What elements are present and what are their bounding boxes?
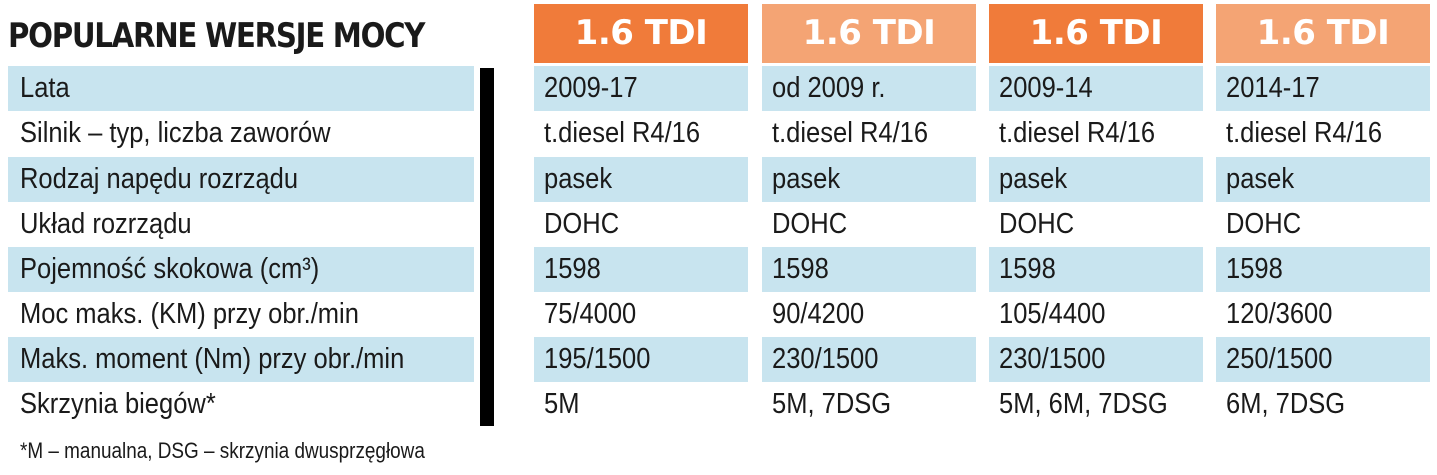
- table-row: Lata 2009-17 od 2009 r. 2009-14 2014-17: [0, 66, 1437, 111]
- row-label: Silnik – typ, liczba zaworów: [20, 117, 331, 149]
- table-cell: 250/1500: [1226, 343, 1333, 375]
- table-cell: 230/1500: [772, 343, 879, 375]
- table-cell: 6M, 7DSG: [1226, 388, 1346, 420]
- table-row: Maks. moment (Nm) przy obr./min 195/1500…: [0, 337, 1437, 382]
- table-cell: t.diesel R4/16: [1226, 117, 1383, 149]
- table-cell: 1598: [544, 253, 601, 285]
- row-label: Układ rozrządu: [20, 208, 192, 240]
- table-cell: pasek: [544, 163, 613, 195]
- table-cell: 230/1500: [999, 343, 1106, 375]
- table-cell: DOHC: [772, 208, 848, 240]
- table-cell: 90/4200: [772, 298, 865, 330]
- table-cell: od 2009 r.: [772, 72, 886, 104]
- row-label: Moc maks. (KM) przy obr./min: [20, 298, 359, 330]
- table-cell: 105/4400: [999, 298, 1106, 330]
- table-cell: 2009-17: [544, 72, 638, 104]
- table-cell: pasek: [1226, 163, 1295, 195]
- table-cell: pasek: [772, 163, 841, 195]
- column-header: 1.6 TDI: [1216, 4, 1430, 63]
- table-cell: pasek: [999, 163, 1068, 195]
- table-cell: t.diesel R4/16: [999, 117, 1156, 149]
- column-header: 1.6 TDI: [989, 4, 1203, 63]
- table-cell: 75/4000: [544, 298, 637, 330]
- table-row: Moc maks. (KM) przy obr./min 75/4000 90/…: [0, 292, 1437, 337]
- table-row: Skrzynia biegów* 5M 5M, 7DSG 5M, 6M, 7DS…: [0, 382, 1437, 427]
- table-row: Pojemność skokowa (cm³) 1598 1598 1598 1…: [0, 247, 1437, 292]
- table-cell: t.diesel R4/16: [772, 117, 929, 149]
- row-label: Skrzynia biegów*: [20, 388, 216, 420]
- row-label: Rodzaj napędu rozrządu: [20, 163, 299, 195]
- column-divider: [480, 68, 494, 426]
- table-cell: DOHC: [999, 208, 1075, 240]
- table-cell: DOHC: [544, 208, 620, 240]
- table-cell: 1598: [772, 253, 829, 285]
- table-row: Silnik – typ, liczba zaworów t.diesel R4…: [0, 111, 1437, 156]
- table-cell: t.diesel R4/16: [544, 117, 701, 149]
- table-cell: 2014-17: [1226, 72, 1320, 104]
- table-row: Układ rozrządu DOHC DOHC DOHC DOHC: [0, 202, 1437, 247]
- table-title: POPULARNE WERSJE MOCY: [8, 16, 425, 56]
- table-cell: 5M, 7DSG: [772, 388, 892, 420]
- table-cell: 1598: [999, 253, 1056, 285]
- column-header: 1.6 TDI: [534, 4, 748, 63]
- row-label: Pojemność skokowa (cm³): [20, 253, 320, 285]
- row-label: Maks. moment (Nm) przy obr./min: [20, 343, 405, 375]
- footnote: *M – manualna, DSG – skrzynia dwusprzęgł…: [20, 438, 425, 463]
- table-cell: 5M, 6M, 7DSG: [999, 388, 1168, 420]
- table-cell: 1598: [1226, 253, 1283, 285]
- table-cell: 2009-14: [999, 72, 1093, 104]
- table-row: Rodzaj napędu rozrządu pasek pasek pasek…: [0, 157, 1437, 202]
- column-header: 1.6 TDI: [762, 4, 976, 63]
- table-cell: DOHC: [1226, 208, 1302, 240]
- row-label: Lata: [20, 72, 70, 104]
- table-cell: 5M: [544, 388, 580, 420]
- table-cell: 195/1500: [544, 343, 651, 375]
- table-cell: 120/3600: [1226, 298, 1333, 330]
